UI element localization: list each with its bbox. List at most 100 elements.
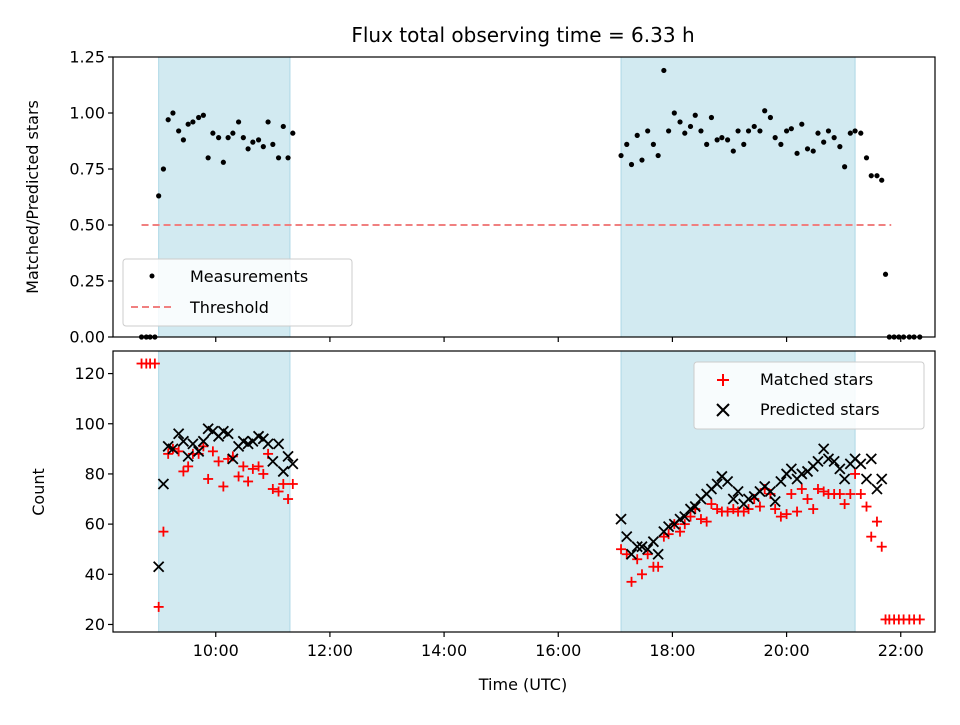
measurement-point-50 bbox=[714, 137, 720, 143]
matched-point-34 bbox=[626, 576, 637, 587]
predicted-point-76 bbox=[871, 483, 883, 495]
predicted-point-48 bbox=[721, 475, 734, 488]
matched-point-23 bbox=[247, 463, 258, 474]
matched-point-14 bbox=[203, 473, 214, 484]
measurement-point-18 bbox=[225, 135, 231, 141]
predicted-point-49 bbox=[727, 493, 739, 505]
matched-point-58 bbox=[754, 501, 765, 512]
predicted-point-69 bbox=[834, 463, 846, 475]
x-axis-label: Time (UTC) bbox=[478, 675, 567, 694]
predicted-point-1 bbox=[157, 478, 170, 490]
measurement-point-28 bbox=[275, 155, 282, 161]
matched-point-17 bbox=[218, 481, 229, 492]
count-series-0 bbox=[136, 358, 925, 625]
ratio-y-tick-2: 0.50 bbox=[69, 216, 105, 235]
measurement-point-81 bbox=[879, 177, 885, 183]
ratio-y-tick-1: 0.25 bbox=[69, 272, 105, 291]
measurement-point-66 bbox=[799, 121, 805, 127]
measurement-point-76 bbox=[852, 128, 858, 134]
matched-point-76 bbox=[850, 468, 861, 479]
ratio-shaded-interval-1 bbox=[621, 57, 856, 337]
matched-point-64 bbox=[786, 489, 797, 500]
measurement-point-49 bbox=[708, 114, 715, 121]
count-series-1 bbox=[153, 423, 888, 573]
matched-point-73 bbox=[834, 489, 845, 500]
matched-point-75 bbox=[845, 489, 856, 500]
predicted-point-30 bbox=[625, 548, 638, 560]
predicted-point-62 bbox=[796, 468, 808, 480]
measurement-point-22 bbox=[245, 146, 251, 152]
count-y-tick-5: 120 bbox=[74, 364, 105, 383]
matched-point-27 bbox=[267, 483, 278, 494]
measurement-point-11 bbox=[190, 119, 196, 125]
predicted-point-5 bbox=[177, 435, 190, 447]
predicted-point-56 bbox=[764, 485, 777, 498]
measurement-point-64 bbox=[788, 126, 794, 132]
measurement-point-54 bbox=[735, 128, 741, 134]
matched-point-9 bbox=[178, 466, 189, 477]
measurement-point-12 bbox=[196, 114, 202, 121]
ratio-legend: Measurements Threshold bbox=[122, 258, 353, 327]
count-shaded-interval-0 bbox=[158, 351, 290, 632]
ratio-series-0 bbox=[138, 67, 923, 340]
measurement-point-80 bbox=[874, 173, 880, 179]
predicted-point-70 bbox=[838, 473, 851, 485]
measurement-point-57 bbox=[751, 123, 757, 130]
predicted-point-32 bbox=[636, 541, 648, 553]
matched-point-28 bbox=[273, 486, 284, 497]
chart-title: Flux total observing time = 6.33 h bbox=[351, 23, 694, 47]
matched-point-77 bbox=[855, 489, 866, 500]
matched-point-89 bbox=[914, 614, 925, 625]
predicted-point-77 bbox=[876, 473, 888, 485]
matched-point-66 bbox=[796, 483, 807, 494]
matched-point-81 bbox=[876, 541, 887, 552]
predicted-point-3 bbox=[167, 443, 179, 455]
measurement-point-44 bbox=[682, 130, 688, 136]
count-y-tick-3: 80 bbox=[85, 464, 105, 483]
predicted-point-22 bbox=[262, 438, 274, 450]
matched-point-32 bbox=[616, 544, 627, 555]
x-tick-4: 18:00 bbox=[649, 641, 695, 660]
measurement-point-72 bbox=[831, 135, 837, 141]
ratio-y-tick-3: 0.75 bbox=[69, 160, 105, 179]
predicted-point-28 bbox=[615, 513, 627, 525]
predicted-point-67 bbox=[822, 453, 835, 465]
matched-point-80 bbox=[871, 516, 882, 527]
predicted-point-31 bbox=[631, 541, 643, 553]
predicted-point-4 bbox=[173, 428, 185, 440]
predicted-point-50 bbox=[732, 485, 744, 498]
matched-point-65 bbox=[792, 506, 803, 517]
predicted-point-9 bbox=[197, 435, 210, 447]
predicted-point-25 bbox=[277, 465, 289, 478]
measurement-point-29 bbox=[280, 123, 286, 130]
measurement-point-68 bbox=[810, 148, 816, 154]
measurement-point-51 bbox=[719, 135, 725, 141]
predicted-point-14 bbox=[222, 428, 234, 440]
predicted-point-58 bbox=[775, 475, 787, 488]
measurement-point-25 bbox=[260, 144, 266, 150]
matched-point-52 bbox=[722, 506, 733, 517]
matched-point-21 bbox=[238, 461, 249, 472]
ratio-panel: 0.00 0.25 0.50 0.75 1.00 1.25 Matched/Predict… bbox=[23, 48, 936, 347]
measurement-point-82 bbox=[882, 271, 889, 277]
matched-point-24 bbox=[253, 461, 264, 472]
measurement-point-17 bbox=[220, 159, 226, 165]
predicted-point-0 bbox=[153, 561, 165, 573]
matched-point-62 bbox=[775, 511, 786, 522]
predicted-point-35 bbox=[652, 548, 664, 560]
count-y-tick-0: 20 bbox=[85, 615, 105, 634]
measurement-point-38 bbox=[650, 141, 656, 147]
count-y-axis-label: Count bbox=[29, 468, 48, 516]
ratio-y-tick-4: 1.00 bbox=[69, 104, 105, 123]
predicted-point-66 bbox=[818, 443, 830, 455]
measurement-point-46 bbox=[692, 112, 698, 118]
predicted-point-7 bbox=[187, 438, 199, 450]
measurement-point-32 bbox=[618, 152, 624, 159]
measurement-point-62 bbox=[778, 141, 784, 147]
matched-point-78 bbox=[861, 501, 872, 512]
matched-point-43 bbox=[675, 526, 686, 537]
legend-matched-plus-icon bbox=[717, 374, 729, 386]
predicted-point-8 bbox=[192, 445, 205, 457]
measurement-point-71 bbox=[825, 128, 832, 134]
matched-point-61 bbox=[770, 504, 781, 515]
